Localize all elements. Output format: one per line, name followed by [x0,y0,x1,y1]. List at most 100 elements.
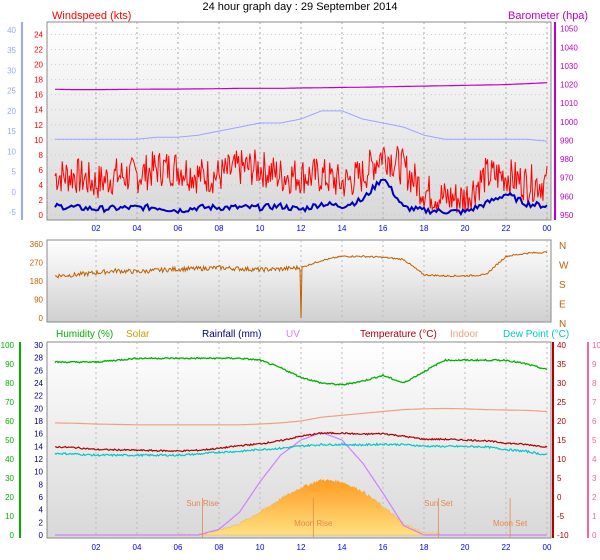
x-tick-label: 14 [338,224,347,233]
wind-tick-label: 12 [34,121,43,130]
humidity-tick-label: 80 [5,379,14,388]
rainfall-tick-label: 4 [39,506,44,515]
humidity-tick-label: 10 [5,512,14,521]
baro-tick-label: 980 [560,155,574,164]
uv-tick-label: 0 [592,531,597,540]
series-barometer [55,82,548,91]
x-tick-label: 04 [133,543,142,552]
outer-tick-label: 30 [7,66,16,75]
wind-tick-label: 16 [34,91,43,100]
uv-tick-label: 9 [592,360,597,369]
x-tick-label: 10 [256,543,265,552]
outer-tick-label: 35 [7,46,16,55]
uv-tick-label: 4 [592,455,597,464]
wind-tick-label: 20 [34,61,43,70]
wind-tick-label: 10 [34,136,43,145]
outer-tick-label: 20 [7,107,16,116]
uv-tick-label: 7 [592,398,597,407]
compass-label: N [559,319,566,330]
series-temperature [55,431,548,453]
compass-label: S [559,280,566,291]
baro-axis-label: Barometer (hpa) [508,10,588,22]
x-tick-label: 20 [461,543,470,552]
uv-tick-label: 6 [592,417,597,426]
baro-tick-label: 1040 [560,43,578,52]
temperature-tick-label: 10 [557,455,566,464]
rainfall-tick-label: 14 [34,442,43,451]
baro-tick-label: 1030 [560,62,578,71]
legend-item: Dew Point (°C) [503,329,569,340]
rainfall-tick-label: 8 [39,480,44,489]
rainfall-tick-label: 6 [39,493,44,502]
x-tick-label: 10 [256,224,265,233]
plot-area-direction [46,239,552,323]
series-dewpoint [54,442,548,458]
page-title: 24 hour graph day : 29 September 2014 [202,1,397,13]
x-tick-label: 00 [543,224,552,233]
temperature-tick-label: 5 [557,474,562,483]
marker-label: Moon Set [493,519,528,528]
temperature-tick-label: 35 [557,360,566,369]
temperature-tick-label: 15 [557,436,566,445]
baro-tick-label: 1010 [560,99,578,108]
rainfall-tick-label: 10 [34,468,43,477]
wind-tick-label: 2 [39,196,44,205]
temperature-tick-label: 20 [557,417,566,426]
x-tick-label: 20 [461,224,470,233]
x-tick-label: 18 [420,224,429,233]
marker-label: Sun Set [424,499,453,508]
outer-tick-label: -5 [9,208,17,217]
series-humidity [54,356,548,386]
outer-tick-label: 5 [12,168,17,177]
rainfall-tick-label: 2 [39,518,44,527]
uv-tick-label: 1 [592,512,597,521]
humidity-tick-label: 100 [1,341,15,350]
temperature-tick-label: 30 [557,379,566,388]
marker-label: Sun Rise [186,499,219,508]
x-tick-label: 16 [379,543,388,552]
legend-item: UV [286,329,300,340]
outer-tick-label: 0 [12,188,17,197]
humidity-tick-label: 40 [5,455,14,464]
outer-tick-label: 25 [7,87,16,96]
wind-tick-label: 14 [34,106,43,115]
temperature-tick-label: -5 [557,512,565,521]
series-indoor [55,407,548,426]
x-tick-label: 16 [379,224,388,233]
legend-item: Indoor [450,329,479,340]
wind-tick-label: 18 [34,76,43,85]
baro-tick-label: 960 [560,192,574,201]
compass-label: W [559,261,569,272]
baro-tick-label: 1020 [560,81,578,90]
temperature-tick-label: 0 [557,493,562,502]
series-wind-avg [54,178,548,217]
x-tick-label: 12 [297,224,306,233]
compass-label: N [559,241,566,252]
humidity-tick-label: 30 [5,474,14,483]
x-tick-label: 14 [338,543,347,552]
legend-item: Humidity (%) [56,329,113,340]
baro-tick-label: 1050 [560,25,578,34]
x-tick-label: 22 [502,543,511,552]
compass-label: E [559,300,566,311]
temperature-tick-label: -10 [557,531,569,540]
plot-area-wind [46,21,552,221]
x-tick-label: 00 [543,543,552,552]
x-tick-label: 08 [215,224,224,233]
rainfall-tick-label: 28 [34,354,43,363]
rainfall-tick-label: 0 [39,531,44,540]
uv-tick-label: 8 [592,379,597,388]
direction-tick-label: 270 [30,259,44,268]
humidity-tick-label: 50 [5,436,14,445]
rainfall-tick-label: 16 [34,430,43,439]
humidity-tick-label: 20 [5,493,14,502]
uv-tick-label: 5 [592,436,597,445]
series-outer [55,110,548,142]
outer-tick-label: 40 [7,26,16,35]
outer-tick-label: 15 [7,127,16,136]
x-tick-label: 22 [502,224,511,233]
uv-tick-label: 3 [592,474,597,483]
series-uv [55,431,547,536]
